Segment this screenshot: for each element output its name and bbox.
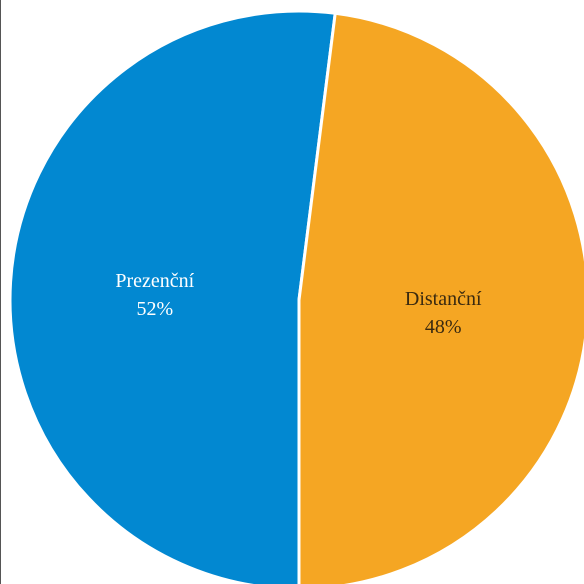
pie-slice-distancni xyxy=(297,11,584,584)
chart-border xyxy=(0,0,1,584)
slice-name-label: Distanční xyxy=(405,288,482,310)
slice-value-label: 52% xyxy=(136,298,173,320)
slice-value-label: 48% xyxy=(425,316,462,338)
slice-label-group-distancni: Distanční 48% xyxy=(405,288,482,338)
pie-slice-prezencni xyxy=(8,9,337,584)
slice-label-group-prezencni: Prezenční 52% xyxy=(115,270,194,320)
slice-name-label: Prezenční xyxy=(115,270,194,292)
